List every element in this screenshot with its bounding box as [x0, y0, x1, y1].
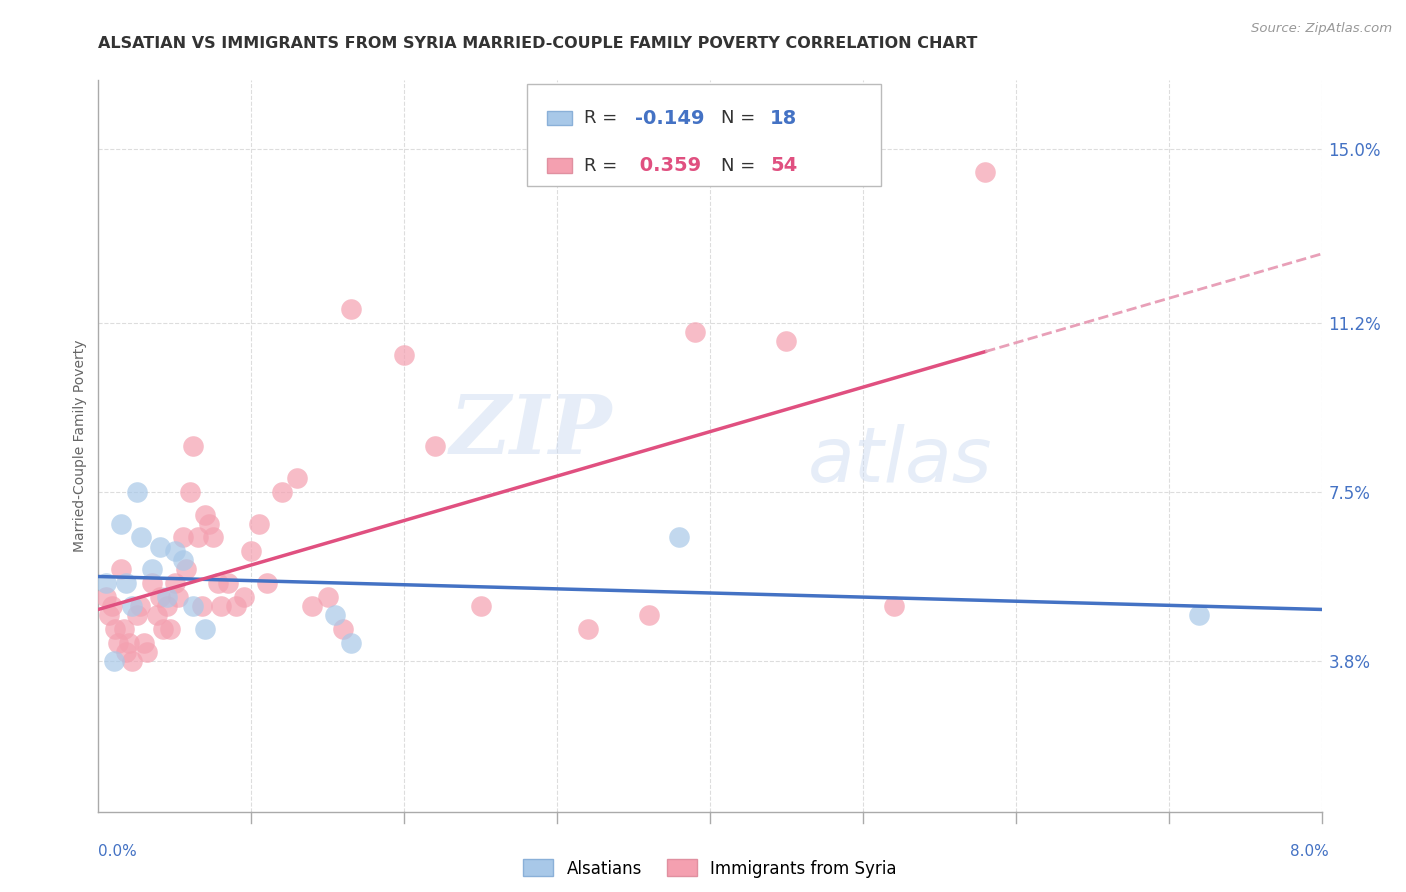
Text: R =: R =: [583, 157, 623, 175]
Text: R =: R =: [583, 109, 623, 127]
Point: [209, 599, 232, 613]
Legend: Alsatians, Immigrants from Syria: Alsatians, Immigrants from Syria: [513, 849, 907, 888]
Point: [115, 645, 138, 659]
Point: [1188, 608, 1211, 623]
Text: 54: 54: [770, 156, 797, 175]
Point: [125, 484, 148, 499]
Point: [152, 622, 174, 636]
Point: [270, 484, 294, 499]
Point: [638, 608, 661, 623]
Point: [94, 576, 117, 591]
Point: [179, 484, 201, 499]
Text: 0.0%: 0.0%: [98, 845, 138, 859]
Point: [225, 599, 247, 613]
Point: [163, 544, 186, 558]
Point: [187, 530, 209, 544]
Point: [98, 608, 121, 623]
Point: [197, 516, 219, 531]
Point: [136, 645, 159, 659]
Point: [668, 530, 690, 544]
Point: [101, 599, 124, 613]
Text: N =: N =: [721, 157, 761, 175]
Point: [128, 599, 150, 613]
Point: [194, 508, 217, 522]
Point: [181, 439, 204, 453]
Point: [683, 325, 706, 339]
Point: [247, 516, 270, 531]
Point: [121, 654, 143, 668]
Point: [470, 599, 492, 613]
Point: [125, 608, 148, 623]
Point: [576, 622, 599, 636]
Point: [423, 439, 446, 453]
Point: [325, 608, 347, 623]
Point: [883, 599, 905, 613]
Point: [118, 635, 141, 649]
Text: atlas: atlas: [808, 424, 993, 498]
Point: [107, 635, 129, 649]
Point: [163, 576, 186, 591]
Point: [159, 622, 181, 636]
Text: ZIP: ZIP: [450, 392, 612, 471]
Point: [339, 301, 361, 316]
Point: [332, 622, 354, 636]
Point: [974, 164, 997, 178]
Point: [129, 530, 152, 544]
Y-axis label: Married-Couple Family Poverty: Married-Couple Family Poverty: [73, 340, 87, 552]
Text: N =: N =: [721, 109, 761, 127]
FancyBboxPatch shape: [547, 111, 572, 126]
Point: [112, 622, 135, 636]
Point: [104, 622, 127, 636]
Point: [217, 576, 239, 591]
Point: [94, 590, 117, 604]
Point: [194, 622, 217, 636]
Point: [110, 562, 132, 576]
Point: [156, 599, 179, 613]
Text: -0.149: -0.149: [636, 109, 704, 128]
Text: 0.359: 0.359: [633, 156, 702, 175]
Point: [145, 608, 167, 623]
Point: [110, 516, 132, 531]
Point: [207, 576, 229, 591]
Point: [285, 471, 308, 485]
Point: [174, 562, 197, 576]
Point: [149, 590, 172, 604]
Point: [240, 544, 263, 558]
FancyBboxPatch shape: [547, 158, 572, 173]
Point: [232, 590, 254, 604]
Point: [141, 562, 163, 576]
Text: 18: 18: [770, 109, 797, 128]
Point: [202, 530, 225, 544]
Point: [103, 654, 125, 668]
Point: [339, 635, 361, 649]
Point: [316, 590, 339, 604]
Text: 8.0%: 8.0%: [1289, 845, 1329, 859]
Point: [167, 590, 190, 604]
Point: [256, 576, 278, 591]
Point: [191, 599, 214, 613]
Point: [121, 599, 143, 613]
Point: [156, 590, 179, 604]
Point: [134, 635, 156, 649]
Point: [181, 599, 204, 613]
Point: [149, 540, 172, 554]
Point: [775, 334, 797, 348]
Point: [301, 599, 323, 613]
Text: ALSATIAN VS IMMIGRANTS FROM SYRIA MARRIED-COUPLE FAMILY POVERTY CORRELATION CHAR: ALSATIAN VS IMMIGRANTS FROM SYRIA MARRIE…: [98, 36, 977, 51]
Point: [172, 553, 194, 567]
Point: [392, 348, 416, 362]
Point: [115, 576, 138, 591]
Text: Source: ZipAtlas.com: Source: ZipAtlas.com: [1251, 22, 1392, 36]
Point: [141, 576, 163, 591]
Point: [172, 530, 194, 544]
FancyBboxPatch shape: [526, 84, 882, 186]
